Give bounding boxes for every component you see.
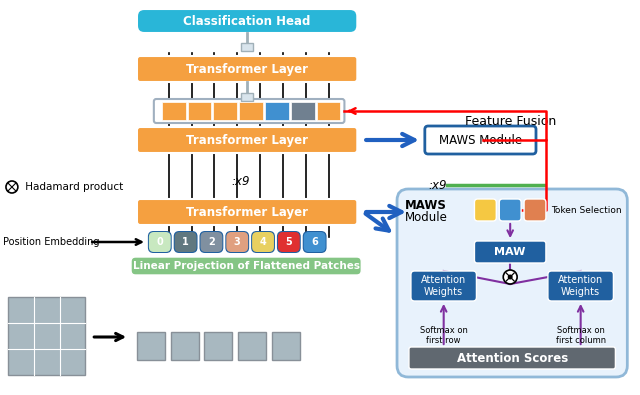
Bar <box>239 102 263 120</box>
FancyBboxPatch shape <box>200 231 223 253</box>
Bar <box>188 102 211 120</box>
Bar <box>238 332 266 360</box>
Text: Attention Scores: Attention Scores <box>456 352 568 365</box>
Text: Position Embedding: Position Embedding <box>3 237 99 247</box>
Bar <box>171 332 198 360</box>
FancyBboxPatch shape <box>474 199 496 221</box>
Text: 3: 3 <box>234 237 241 247</box>
FancyBboxPatch shape <box>548 271 613 301</box>
FancyBboxPatch shape <box>524 199 546 221</box>
FancyBboxPatch shape <box>303 231 326 253</box>
Text: :x9: :x9 <box>231 175 250 188</box>
FancyBboxPatch shape <box>411 271 476 301</box>
Text: 4: 4 <box>260 237 266 247</box>
Text: Attention
Weights: Attention Weights <box>421 275 467 297</box>
Bar <box>272 332 300 360</box>
Text: 2: 2 <box>208 237 215 247</box>
Text: 1: 1 <box>182 237 189 247</box>
Text: Softmax on
first column: Softmax on first column <box>556 325 605 345</box>
Bar <box>265 102 289 120</box>
Text: 0: 0 <box>156 237 163 247</box>
FancyBboxPatch shape <box>137 9 357 33</box>
Text: Attention
Weights: Attention Weights <box>558 275 604 297</box>
FancyBboxPatch shape <box>131 257 362 275</box>
Text: Transformer Layer: Transformer Layer <box>186 205 308 218</box>
Bar <box>213 102 237 120</box>
Circle shape <box>508 275 513 280</box>
FancyBboxPatch shape <box>397 189 627 377</box>
Text: Softmax on
first row: Softmax on first row <box>420 325 468 345</box>
FancyBboxPatch shape <box>499 199 521 221</box>
FancyBboxPatch shape <box>227 232 248 252</box>
FancyBboxPatch shape <box>149 232 171 252</box>
FancyBboxPatch shape <box>277 231 301 253</box>
Text: Feature Fusion: Feature Fusion <box>465 115 556 128</box>
Bar <box>137 332 164 360</box>
FancyBboxPatch shape <box>137 127 357 153</box>
FancyBboxPatch shape <box>137 199 357 225</box>
Circle shape <box>6 181 18 193</box>
Circle shape <box>503 270 517 284</box>
FancyBboxPatch shape <box>148 231 172 253</box>
Text: 6: 6 <box>311 237 318 247</box>
FancyBboxPatch shape <box>252 232 274 252</box>
Bar <box>204 332 232 360</box>
Text: MAW: MAW <box>495 247 526 257</box>
FancyBboxPatch shape <box>154 99 344 123</box>
FancyBboxPatch shape <box>200 232 222 252</box>
Text: Classification Head: Classification Head <box>184 15 311 28</box>
Text: Token Selection: Token Selection <box>551 205 621 214</box>
Text: Module: Module <box>405 211 448 224</box>
FancyBboxPatch shape <box>225 231 249 253</box>
Bar <box>241 93 253 101</box>
FancyBboxPatch shape <box>251 231 275 253</box>
Text: Transformer Layer: Transformer Layer <box>186 62 308 75</box>
Text: MAWS Module: MAWS Module <box>439 134 522 147</box>
Text: Transformer Layer: Transformer Layer <box>186 134 308 147</box>
FancyBboxPatch shape <box>304 232 326 252</box>
FancyBboxPatch shape <box>425 126 536 154</box>
Bar <box>317 102 340 120</box>
Text: Hadamard product: Hadamard product <box>22 182 123 192</box>
FancyBboxPatch shape <box>175 232 196 252</box>
FancyBboxPatch shape <box>278 232 300 252</box>
FancyBboxPatch shape <box>173 231 198 253</box>
Bar <box>241 43 253 51</box>
FancyBboxPatch shape <box>409 347 616 369</box>
Text: MAWS: MAWS <box>405 199 447 212</box>
Bar <box>8 297 85 375</box>
Bar <box>162 102 186 120</box>
Text: 5: 5 <box>285 237 292 247</box>
FancyBboxPatch shape <box>474 241 546 263</box>
FancyBboxPatch shape <box>137 56 357 82</box>
Bar <box>291 102 315 120</box>
Text: Linear Projection of Flattened Patches: Linear Projection of Flattened Patches <box>132 261 360 271</box>
Text: :x9: :x9 <box>429 179 447 192</box>
